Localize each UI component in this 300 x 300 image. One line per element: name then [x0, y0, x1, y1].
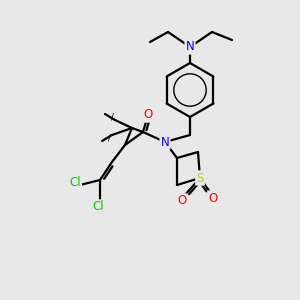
Text: O: O — [177, 194, 187, 208]
Text: O: O — [208, 191, 217, 205]
Text: S: S — [196, 172, 204, 184]
Text: O: O — [143, 109, 153, 122]
Text: Cl: Cl — [92, 200, 104, 214]
Text: Cl: Cl — [69, 176, 81, 190]
Text: N: N — [186, 40, 194, 53]
Text: /: / — [108, 134, 110, 142]
Text: N: N — [160, 136, 169, 148]
Text: /: / — [111, 112, 113, 122]
